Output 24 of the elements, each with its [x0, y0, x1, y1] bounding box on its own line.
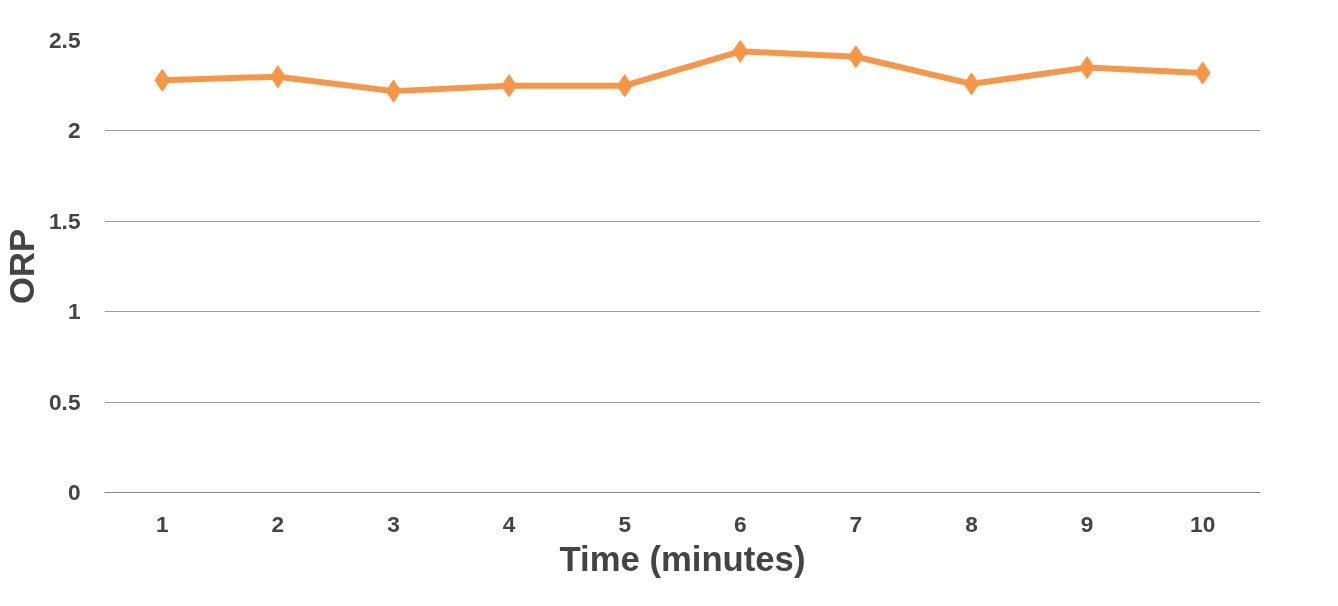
x-tick-label: 6 [734, 510, 747, 537]
x-tick-label: 1 [156, 510, 169, 537]
x-tick-label: 10 [1190, 510, 1216, 537]
point [616, 74, 633, 98]
x-tick-label: 9 [1080, 510, 1094, 537]
y-tick-label: 1 [67, 298, 81, 325]
y-tick-label: 1.5 [49, 207, 81, 234]
x-tick-label: 3 [387, 510, 400, 537]
point [1194, 61, 1211, 85]
x-axis-title: Time (minutes) [559, 539, 806, 578]
point [154, 68, 171, 92]
x-tick-label: 2 [271, 510, 285, 537]
x-tick-label: 8 [965, 510, 978, 537]
y-tick-label: 0 [67, 479, 81, 505]
y-tick-label: 2.5 [49, 27, 81, 53]
y-tick-label: 0.5 [49, 388, 81, 415]
x-tick-label: 4 [502, 510, 516, 537]
point [732, 40, 749, 63]
point [963, 72, 980, 96]
y-tick-label: 2 [67, 117, 81, 144]
point [385, 79, 402, 103]
y-axis-title: ORP [3, 228, 41, 305]
x-tick-label: 5 [618, 510, 632, 537]
x-tick-label: 7 [849, 510, 863, 537]
